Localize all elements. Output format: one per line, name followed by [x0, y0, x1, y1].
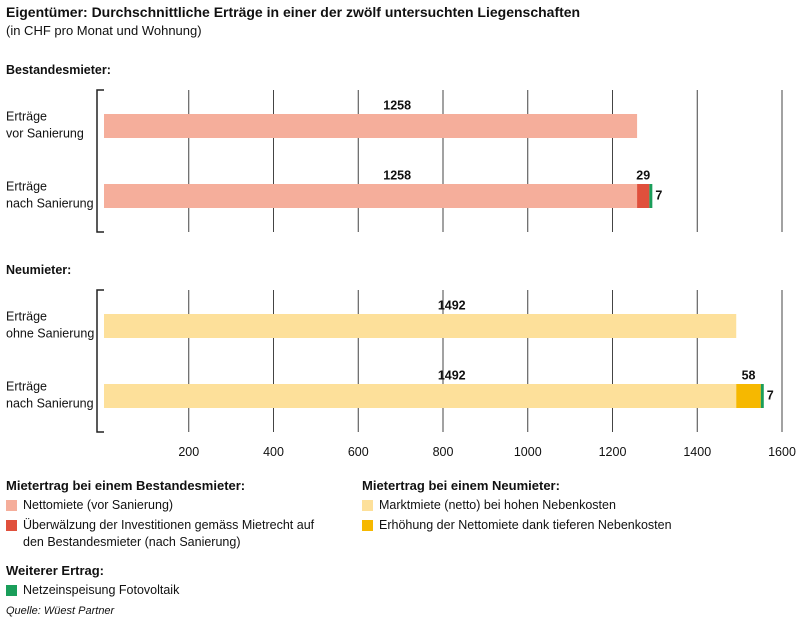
legend-label: Netzeinspeisung Fotovoltaik — [23, 583, 180, 597]
value-label: 29 — [636, 168, 650, 182]
value-label: 7 — [767, 388, 774, 402]
value-label: 58 — [742, 368, 756, 382]
value-label: 7 — [655, 188, 662, 202]
chart: Bestandesmieter: Erträge vor Sanierung 1258… — [6, 63, 796, 459]
axis-bracket — [96, 289, 104, 433]
value-label: 1258 — [383, 98, 411, 112]
legend-item: Marktmiete (netto) bei hohen Nebenkosten — [362, 497, 672, 514]
legend-item: Netzeinspeisung Fotovoltaik — [6, 582, 346, 599]
legend-title: Weiterer Ertrag: — [6, 563, 105, 578]
category-label: Erträge ohne Sanierung — [6, 310, 94, 341]
legend-swatch — [6, 500, 17, 511]
x-tick-label: 1200 — [599, 445, 627, 459]
legend-group: Mietertrag bei einem Bestandesmieter: Net… — [6, 478, 316, 554]
panel-title: Bestandesmieter: — [6, 63, 111, 77]
subtitle: (in CHF pro Monat und Wohnung) — [6, 23, 202, 38]
legend-swatch — [362, 500, 373, 511]
value-label: 1492 — [438, 298, 466, 312]
value-label: 1258 — [383, 168, 411, 182]
legend-swatch — [6, 520, 17, 531]
bar-segment — [104, 314, 737, 338]
title: Eigentümer: Durchschnittliche Erträge in… — [6, 4, 581, 20]
category-label: Erträge nach Sanierung — [6, 380, 94, 411]
source: Quelle: Wüest Partner — [6, 605, 115, 617]
legend-title: Mietertrag bei einem Bestandesmieter: — [6, 478, 246, 493]
category-label: Erträge nach Sanierung — [6, 180, 94, 211]
legend-group: Weiterer Ertrag: Netzeinspeisung Fotovolt… — [6, 563, 346, 602]
legend-label: Überwälzung der Investitionen gemäss Mie… — [23, 518, 315, 549]
category-label: Erträge vor Sanierung — [6, 110, 84, 141]
legend-swatch — [362, 520, 373, 531]
legend-title: Mietertrag bei einem Neumieter: — [362, 478, 560, 493]
legend-label: Marktmiete (netto) bei hohen Nebenkosten — [379, 498, 616, 512]
bar-segment — [104, 114, 638, 138]
bar-segment — [760, 384, 764, 408]
x-tick-label: 1000 — [514, 445, 542, 459]
legend-item: Nettomiete (vor Sanierung) — [6, 497, 316, 514]
bar-segment — [637, 184, 650, 208]
panel-title: Neumieter: — [6, 263, 71, 277]
legend-label: Erhöhung der Nettomiete dank tieferen Ne… — [379, 518, 672, 532]
x-tick-label: 1600 — [768, 445, 796, 459]
legend-item: Überwälzung der Investitionen gemäss Mie… — [6, 517, 316, 551]
legend-swatch — [6, 585, 17, 596]
bar-segment — [649, 184, 653, 208]
x-tick-label: 200 — [178, 445, 199, 459]
value-label: 1492 — [438, 368, 466, 382]
axis-bracket — [96, 89, 104, 233]
legend-group: Mietertrag bei einem Neumieter: Marktmiet… — [362, 478, 672, 537]
legend-item: Erhöhung der Nettomiete dank tieferen Ne… — [362, 517, 672, 534]
legend-label: Nettomiete (vor Sanierung) — [23, 498, 174, 512]
bar-segment — [104, 384, 737, 408]
x-tick-label: 600 — [348, 445, 369, 459]
x-tick-label: 800 — [433, 445, 454, 459]
bar-segment — [104, 184, 638, 208]
x-tick-label: 1400 — [683, 445, 711, 459]
x-tick-label: 400 — [263, 445, 284, 459]
bar-segment — [736, 384, 761, 408]
